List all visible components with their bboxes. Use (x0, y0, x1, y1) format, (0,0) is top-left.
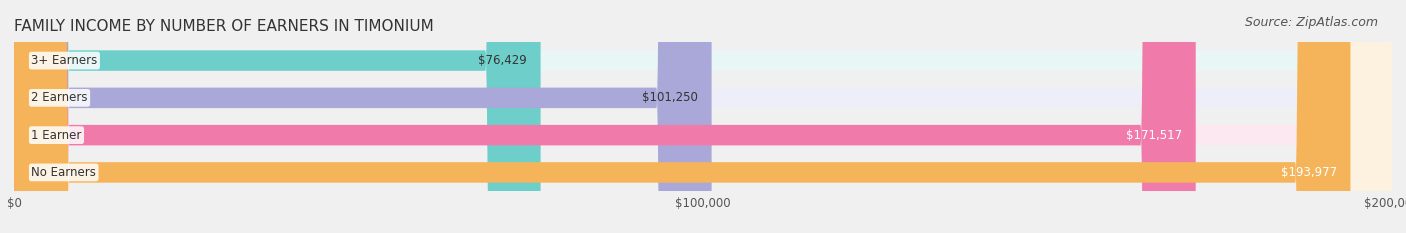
Text: 2 Earners: 2 Earners (31, 91, 87, 104)
Text: $171,517: $171,517 (1126, 129, 1182, 142)
FancyBboxPatch shape (14, 0, 1392, 233)
Text: 1 Earner: 1 Earner (31, 129, 82, 142)
FancyBboxPatch shape (14, 0, 541, 233)
Text: $101,250: $101,250 (643, 91, 697, 104)
FancyBboxPatch shape (14, 0, 711, 233)
Text: FAMILY INCOME BY NUMBER OF EARNERS IN TIMONIUM: FAMILY INCOME BY NUMBER OF EARNERS IN TI… (14, 19, 434, 34)
Text: Source: ZipAtlas.com: Source: ZipAtlas.com (1244, 16, 1378, 29)
Text: 3+ Earners: 3+ Earners (31, 54, 97, 67)
FancyBboxPatch shape (14, 0, 1392, 233)
Text: $193,977: $193,977 (1281, 166, 1337, 179)
FancyBboxPatch shape (14, 0, 1195, 233)
FancyBboxPatch shape (14, 0, 1350, 233)
Text: $76,429: $76,429 (478, 54, 527, 67)
FancyBboxPatch shape (14, 0, 1392, 233)
Text: No Earners: No Earners (31, 166, 96, 179)
FancyBboxPatch shape (14, 0, 1392, 233)
